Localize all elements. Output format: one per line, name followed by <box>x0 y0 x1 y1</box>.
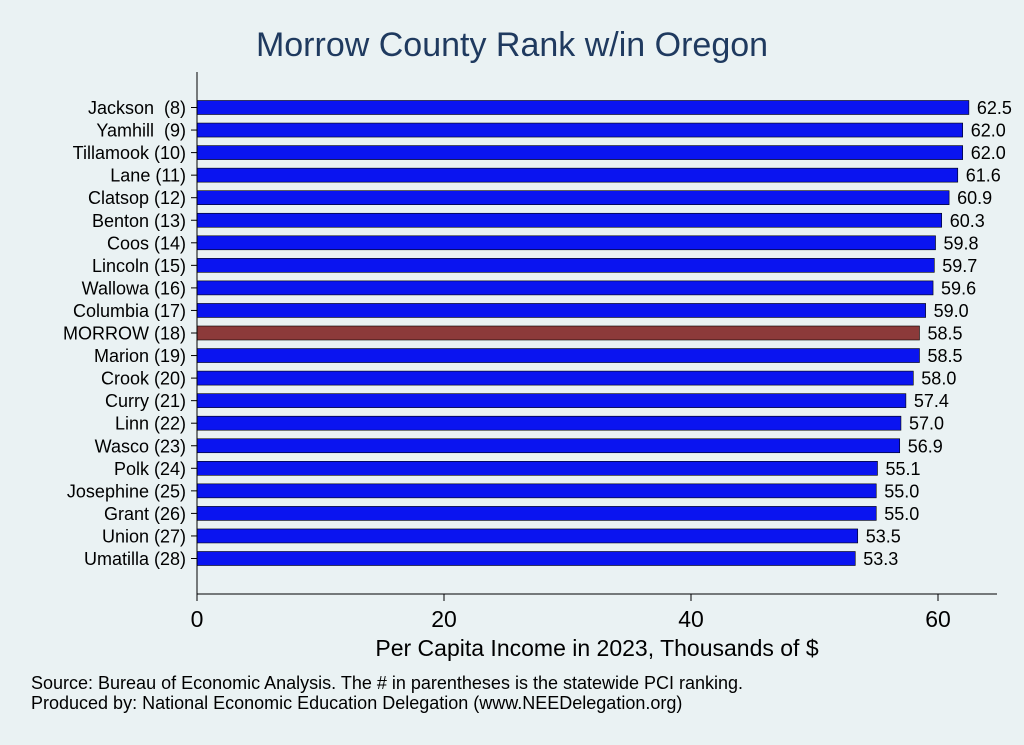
bar-14 <box>196 415 902 431</box>
x-tick-label: 0 <box>191 606 204 632</box>
chart-title: Morrow County Rank w/in Oregon <box>255 26 769 64</box>
bar-16 <box>196 460 878 476</box>
data-label: 60.9 <box>957 188 992 208</box>
data-label: 58.5 <box>927 324 962 344</box>
y-tick-label: Union (27) <box>102 526 186 546</box>
bar-5 <box>196 212 943 228</box>
bar-2 <box>196 145 964 160</box>
bar-7 <box>196 258 935 273</box>
y-tick-label: Polk (24) <box>114 459 186 479</box>
x-tick-label: 60 <box>925 606 951 632</box>
data-label: 62.0 <box>971 143 1006 163</box>
y-tick-label: Tillamook (10) <box>73 143 186 163</box>
bar-12 <box>196 370 914 386</box>
y-tick-label: Wallowa (16) <box>82 278 186 298</box>
y-tick-label: Wasco (23) <box>95 436 186 456</box>
axes-layer <box>196 72 997 595</box>
y-tick-label: Benton (13) <box>92 211 186 231</box>
bar-19 <box>196 528 859 544</box>
y-tick-label: Linn (22) <box>115 414 186 434</box>
bar-9 <box>196 303 926 318</box>
data-label: 58.0 <box>921 369 956 389</box>
bar-6 <box>196 235 936 251</box>
data-label: 59.8 <box>944 233 979 253</box>
bar-20 <box>196 551 856 566</box>
data-label: 62.5 <box>977 98 1012 118</box>
data-label: 60.3 <box>950 211 985 231</box>
data-label: 55.0 <box>884 504 919 524</box>
y-tick-label: Marion (19) <box>94 346 186 366</box>
producer-note: Produced by: National Economic Education… <box>31 693 683 713</box>
bar-0 <box>196 100 970 115</box>
y-tick-label: Curry (21) <box>105 391 186 411</box>
y-tick-label: Coos (14) <box>107 233 186 253</box>
y-tick-label: Grant (26) <box>104 504 186 524</box>
data-label: 59.6 <box>941 278 976 298</box>
bar-3 <box>196 167 959 183</box>
bar-15 <box>196 438 901 454</box>
bar-1 <box>196 122 964 138</box>
bar-17 <box>196 483 877 499</box>
data-label: 55.1 <box>885 459 920 479</box>
bar-4 <box>196 190 950 205</box>
y-tick-label: Clatsop (12) <box>88 188 186 208</box>
y-tick-label: Josephine (25) <box>67 481 186 501</box>
data-label: 57.4 <box>914 391 949 411</box>
bar-11 <box>196 348 920 363</box>
data-label: 58.5 <box>927 346 962 366</box>
bars-layer: Jackson (8) 62.5 Yamhill (9) 62.0 Tillamook … <box>63 98 1012 569</box>
y-tick-label: Jackson (8) <box>88 98 186 118</box>
y-tick-label: Lane (11) <box>110 166 186 186</box>
data-label: 55.0 <box>884 481 919 501</box>
data-label: 56.9 <box>908 436 943 456</box>
y-tick-label: Lincoln (15) <box>92 256 186 276</box>
bar-8 <box>196 280 934 296</box>
y-tick-label: Columbia (17) <box>73 301 186 321</box>
y-tick-label: Umatilla (28) <box>84 549 186 569</box>
bar-10 <box>196 325 920 341</box>
bar-18 <box>196 506 877 521</box>
data-label: 59.7 <box>942 256 977 276</box>
source-note: Source: Bureau of Economic Analysis. The… <box>31 673 744 693</box>
bar-13 <box>196 393 907 408</box>
y-tick-label: MORROW (18) <box>63 324 186 344</box>
x-tick-label: 40 <box>678 606 704 632</box>
data-label: 59.0 <box>934 301 969 321</box>
data-label: 53.5 <box>866 526 901 546</box>
data-label: 62.0 <box>971 121 1006 141</box>
data-label: 61.6 <box>966 166 1001 186</box>
x-axis-label: Per Capita Income in 2023, Thousands of … <box>375 635 818 661</box>
y-tick-label: Crook (20) <box>101 369 186 389</box>
data-label: 53.3 <box>863 549 898 569</box>
x-tick-label: 20 <box>431 606 457 632</box>
data-label: 57.0 <box>909 414 944 434</box>
y-tick-label: Yamhill (9) <box>96 121 186 141</box>
x-ticks: 0 20 40 60 <box>191 594 951 632</box>
